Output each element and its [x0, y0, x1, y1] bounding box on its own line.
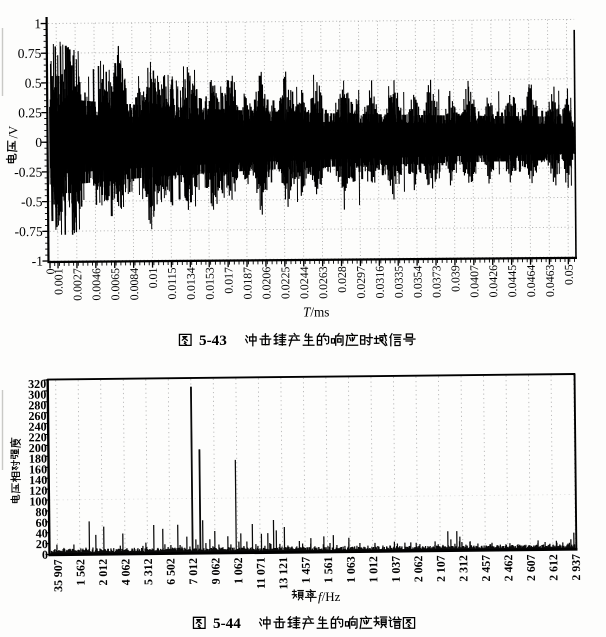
svg-text:1 012: 1 012	[366, 556, 380, 583]
svg-text:260: 260	[28, 409, 46, 423]
svg-text:0.05: 0.05	[562, 264, 576, 285]
svg-text:f/Hz: f/Hz	[318, 589, 341, 604]
svg-text:0: 0	[42, 548, 48, 562]
svg-text:2 457: 2 457	[479, 555, 493, 582]
svg-text:5-44: 5-44	[213, 615, 241, 632]
svg-text:0.01: 0.01	[146, 268, 160, 289]
svg-text:0.0065: 0.0065	[108, 268, 122, 301]
svg-text:2 107: 2 107	[434, 555, 448, 582]
svg-text:-0.25: -0.25	[14, 165, 42, 180]
svg-text:5 312: 5 312	[141, 558, 155, 585]
svg-text:0.0316: 0.0316	[373, 266, 387, 299]
svg-text:0.0244: 0.0244	[297, 266, 311, 299]
svg-text:180: 180	[29, 452, 47, 466]
svg-text:7 012: 7 012	[186, 558, 200, 585]
svg-text:2 462: 2 462	[501, 555, 515, 582]
svg-text:120: 120	[29, 484, 47, 498]
svg-text:-0.75: -0.75	[15, 224, 43, 239]
svg-text:-0.5: -0.5	[21, 194, 43, 209]
svg-text:6 502: 6 502	[163, 558, 177, 585]
svg-text:0.0297: 0.0297	[354, 266, 368, 299]
svg-text:0.028: 0.028	[335, 266, 349, 293]
svg-text:0.0354: 0.0354	[410, 265, 424, 298]
svg-text:35 907: 35 907	[51, 559, 65, 592]
svg-text:0.0464: 0.0464	[524, 265, 538, 298]
svg-text:0.0335: 0.0335	[392, 266, 406, 299]
svg-text:0.0187: 0.0187	[240, 267, 254, 300]
svg-text:2 312: 2 312	[456, 555, 470, 582]
svg-text:T/ms: T/ms	[303, 305, 329, 320]
svg-text:0.75: 0.75	[18, 46, 42, 61]
svg-text:0.0373: 0.0373	[429, 265, 443, 298]
svg-text:60: 60	[35, 516, 47, 530]
svg-text:240: 240	[28, 420, 46, 434]
svg-text:1 561: 1 561	[321, 556, 335, 583]
svg-text:100: 100	[29, 494, 47, 508]
svg-text:2 937: 2 937	[569, 554, 583, 581]
svg-text:160: 160	[29, 462, 47, 476]
svg-text:0.0463: 0.0463	[543, 264, 557, 297]
svg-text:80: 80	[35, 505, 47, 519]
svg-text:320: 320	[28, 377, 46, 391]
svg-text:2 607: 2 607	[524, 554, 538, 581]
svg-text:200: 200	[29, 441, 47, 455]
svg-text:300: 300	[28, 388, 46, 402]
svg-text:/V: /V	[7, 125, 21, 139]
svg-text:0.039: 0.039	[448, 265, 462, 292]
svg-text:40: 40	[36, 526, 48, 540]
svg-text:0.0046: 0.0046	[89, 268, 103, 301]
svg-text:0.0263: 0.0263	[316, 266, 330, 299]
svg-text:0.0206: 0.0206	[259, 267, 273, 300]
svg-text:0: 0	[35, 135, 42, 150]
svg-text:0: 0	[43, 268, 57, 274]
svg-text:140: 140	[29, 473, 47, 487]
svg-text:0.0027: 0.0027	[70, 268, 84, 301]
svg-text:4 062: 4 062	[118, 559, 132, 586]
svg-text:0.0225: 0.0225	[278, 266, 292, 299]
svg-text:0.25: 0.25	[18, 105, 42, 120]
svg-text:20: 20	[36, 537, 48, 551]
svg-text:0.0084: 0.0084	[127, 268, 141, 301]
svg-text:11 071: 11 071	[254, 557, 268, 589]
svg-text:-1: -1	[32, 254, 43, 269]
svg-text:0.0407: 0.0407	[467, 265, 481, 298]
svg-text:1: 1	[34, 16, 41, 31]
svg-text:0.001: 0.001	[51, 268, 65, 295]
svg-text:2 012: 2 012	[96, 559, 110, 586]
svg-text:280: 280	[28, 398, 46, 412]
svg-text:0.0115: 0.0115	[165, 267, 179, 299]
svg-text:1 562: 1 562	[73, 559, 87, 586]
svg-text:0.0445: 0.0445	[505, 265, 519, 298]
svg-text:1 062: 1 062	[231, 557, 245, 584]
svg-text:220: 220	[29, 430, 47, 444]
svg-text:9 062: 9 062	[208, 558, 222, 585]
svg-text:2 612: 2 612	[546, 554, 560, 581]
svg-text:5-43: 5-43	[199, 332, 227, 349]
svg-text:13 121: 13 121	[276, 557, 290, 590]
svg-text:1 063: 1 063	[344, 556, 358, 583]
svg-text:1 037: 1 037	[389, 556, 403, 583]
svg-text:1 457: 1 457	[299, 557, 313, 584]
svg-text:2 062: 2 062	[411, 555, 425, 582]
svg-text:0.5: 0.5	[25, 76, 42, 91]
svg-text:0.0426: 0.0426	[486, 265, 500, 298]
svg-text:0.017: 0.017	[221, 267, 235, 294]
svg-text:0.0153: 0.0153	[203, 267, 217, 300]
svg-text:0.0134: 0.0134	[184, 267, 198, 300]
